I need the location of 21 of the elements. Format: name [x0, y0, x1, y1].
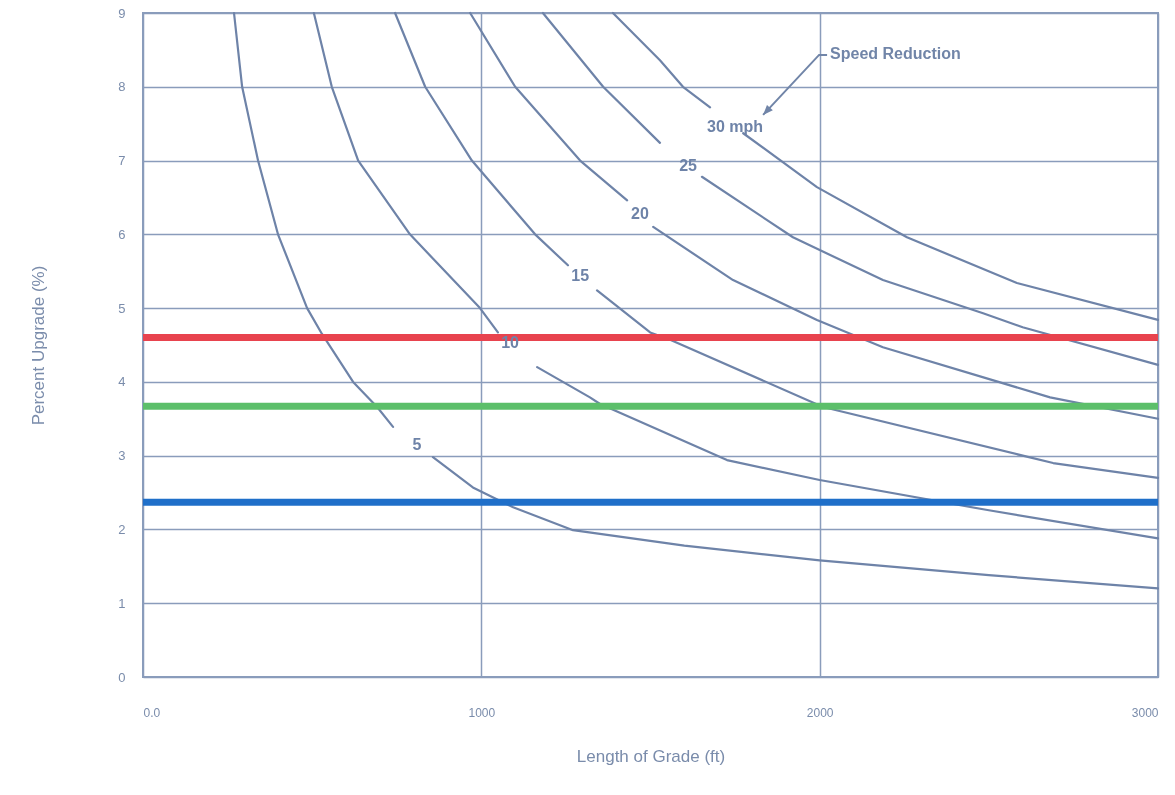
y-tick-label: 2: [118, 521, 126, 537]
series-label: 5: [412, 436, 422, 454]
y-tick-label: 0: [118, 669, 126, 685]
x-tick-label: 2000: [806, 705, 834, 720]
series-label: 15: [571, 266, 590, 284]
y-tick-label: 5: [118, 300, 126, 316]
y-tick-label: 6: [118, 226, 126, 242]
y-tick-label: 1: [118, 595, 126, 611]
x-tick-label: 0.0: [143, 705, 161, 720]
x-axis-title: Length of Grade (ft): [576, 746, 726, 766]
legend-label: 30 mph: [707, 117, 764, 135]
annotation: Speed Reduction: [830, 44, 961, 63]
x-tick-label: 1000: [468, 705, 496, 720]
y-tick-label: 8: [118, 79, 126, 95]
y-tick-label: 4: [118, 374, 126, 390]
y-axis-title: Percent Upgrade (%): [29, 265, 49, 426]
y-tick-label: 3: [118, 448, 126, 464]
x-tick-label: 3000: [1131, 705, 1159, 720]
y-tick-label: 7: [118, 153, 126, 169]
y-tick-label: 9: [118, 5, 126, 21]
series-label: 20: [631, 204, 650, 222]
